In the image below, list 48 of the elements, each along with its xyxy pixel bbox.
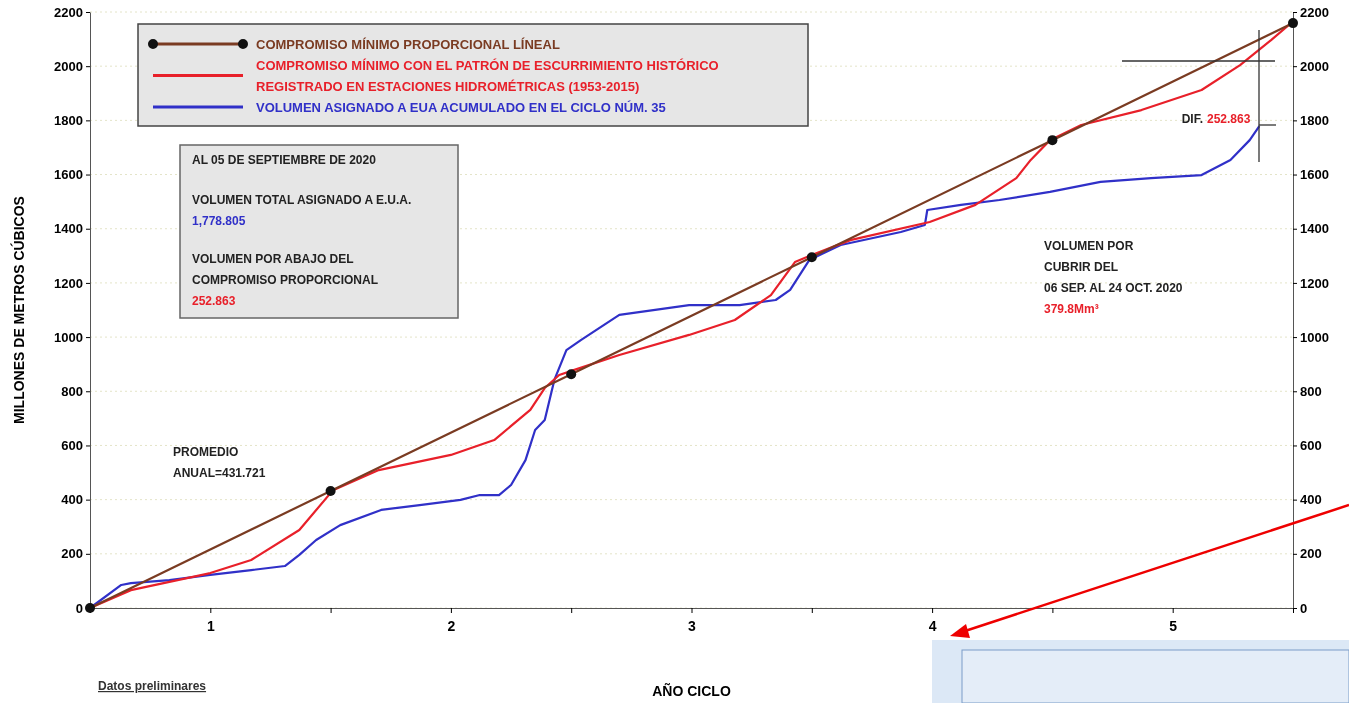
y-tick-label: 1800 [54,113,83,129]
y2-tick-label: 2200 [1300,4,1329,20]
annotation: VOLUMEN TOTAL ASIGNADO A E.U.A. [192,193,412,207]
annotation: DIF. [1181,112,1203,126]
annotation: 06 SEP. AL 24 OCT. 2020 [1044,281,1183,295]
x-tick-label: 2 [447,618,456,635]
x-tick-label: 1 [206,618,215,635]
y-tick-label: 2000 [54,58,83,74]
x-tick-label: 3 [688,618,697,635]
y2-tick-label: 1400 [1300,221,1329,237]
x-tick-label: 5 [1169,618,1178,635]
y2-tick-label: 1000 [1300,329,1329,345]
annotation: 252.863 [192,294,236,308]
annotation: VOLUMEN POR [1044,239,1134,253]
y2-tick-label: 200 [1300,546,1322,562]
y2-tick-label: 600 [1300,438,1322,454]
legend-label: COMPROMISO MÍNIMO PROPORCIONAL LÍNEAL [256,37,560,52]
y2-tick-label: 0 [1300,600,1308,616]
y-tick-label: 200 [61,546,83,562]
y-tick-label: 0 [75,600,83,616]
y2-tick-label: 1800 [1300,113,1329,129]
x-axis-title: AÑO CICLO [652,682,731,699]
y2-tick-label: 1600 [1300,167,1329,183]
x-tick-label: 4 [928,618,937,635]
y-tick-label: 600 [61,438,83,454]
annotation: AL 05 DE SEPTIEMBRE DE 2020 [192,153,377,167]
text: Datos preliminares [98,679,207,693]
annotation: VOLUMEN POR ABAJO DEL [192,252,354,266]
y2-tick-label: 2000 [1300,58,1329,74]
text: COMPROMISO MÍNIMO CON EL PATRÓN DE ESCURRIMIENTO HISTÓRICO REGISTRADO EN ESTACIONES HIDROMÉTRICAS (1953-2015) [256,58,719,94]
y-tick-label: 1400 [54,221,83,237]
y-tick-label: 2200 [54,4,83,20]
y-tick-label: 1600 [54,167,83,183]
annotation: 1,778.805 [192,214,246,228]
y-tick-label: 400 [61,492,83,508]
y2-tick-label: 800 [1300,383,1322,399]
annotation: COMPROMISO PROPORCIONAL [192,273,379,287]
y2-tick-label: 1200 [1300,275,1329,291]
annotation: 252.863 [1207,112,1251,126]
y-tick-label: 1200 [54,275,83,291]
annotation: 379.8Mm³ [1044,302,1099,316]
y-tick-label: 800 [61,383,83,399]
text: VOLUMEN ASIGNADO A EUA ACUMULADO EN EL CICLO NÚM. 35 [256,100,666,115]
y2-tick-label: 400 [1300,492,1322,508]
annotation: PROMEDIO ANUAL=431.721 [173,445,266,480]
annotation: CUBRIR DEL [1044,260,1118,274]
y-axis-title: MILLONES DE METROS CÚBICOS [10,196,27,424]
y-tick-label: 1000 [54,329,83,345]
